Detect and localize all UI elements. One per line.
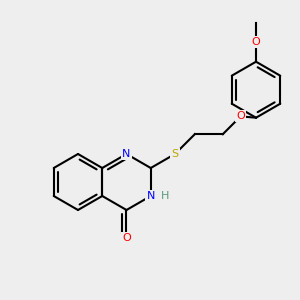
- Text: O: O: [252, 37, 260, 47]
- Text: H: H: [160, 191, 169, 201]
- Text: O: O: [122, 233, 131, 243]
- Text: N: N: [122, 149, 131, 159]
- Text: N: N: [147, 191, 155, 201]
- Text: O: O: [236, 111, 245, 122]
- Text: S: S: [171, 149, 178, 159]
